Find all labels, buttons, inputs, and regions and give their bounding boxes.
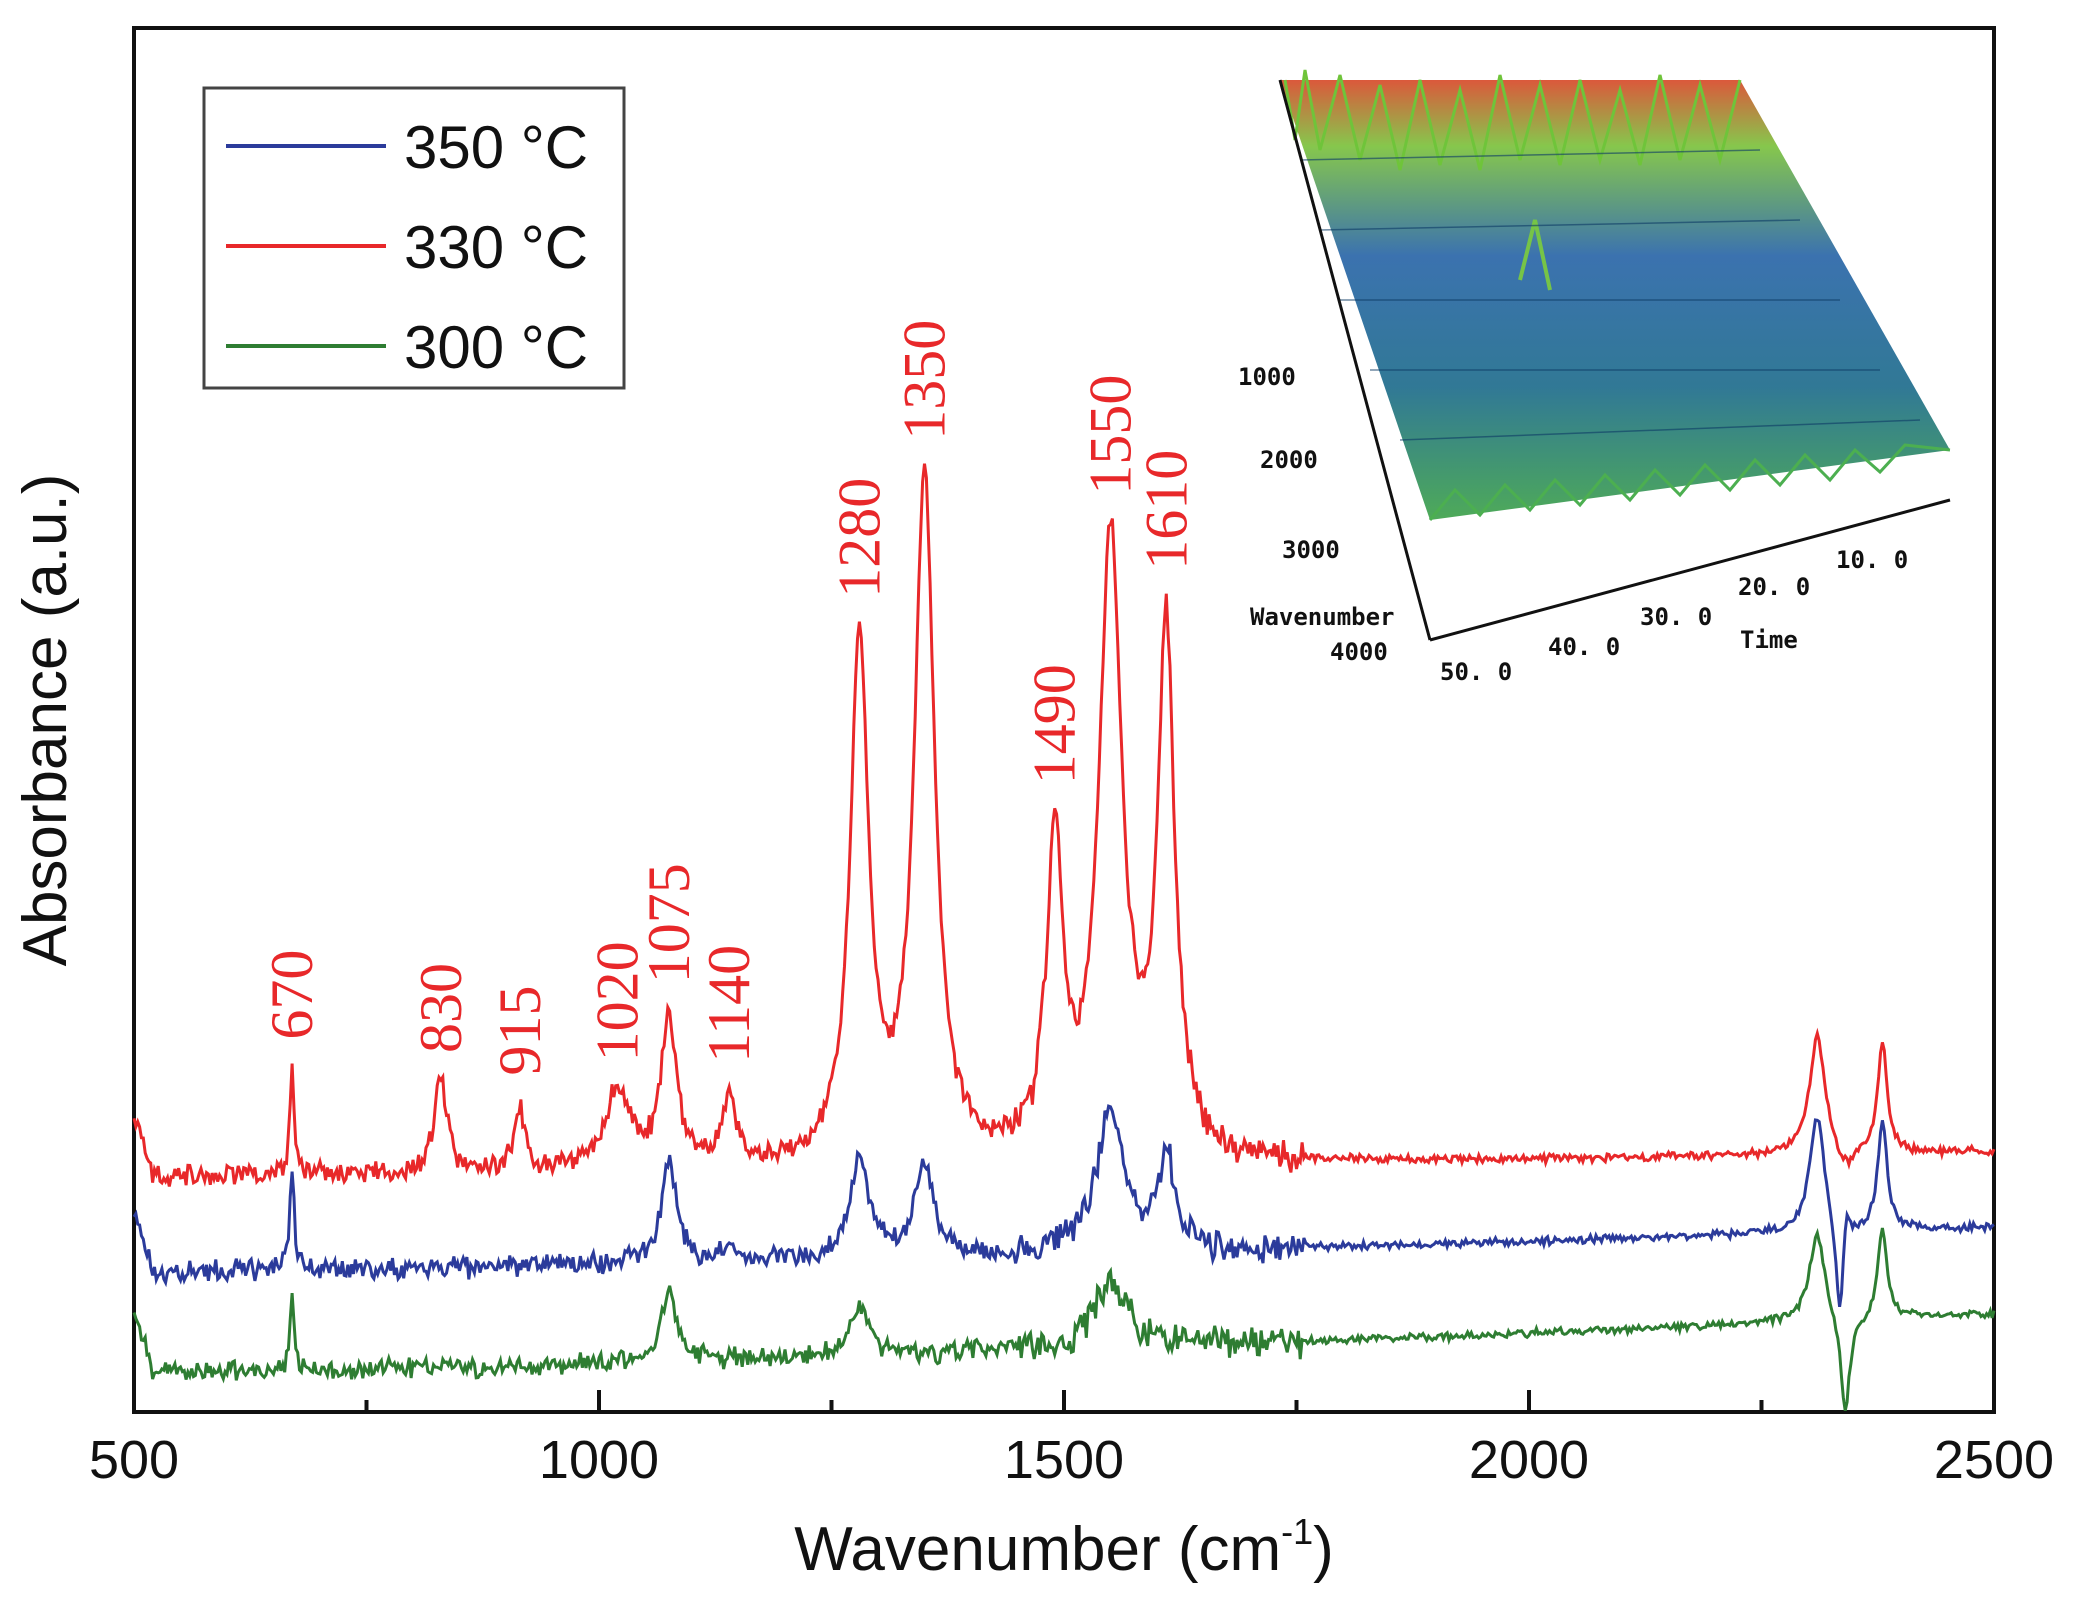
inset-3d-surface-plot: 1000 2000 3000 4000 Wavenumber 50. 0 40.…	[1238, 69, 1951, 686]
peak-label-670: 670	[259, 950, 325, 1040]
inset-tick-time-50: 50. 0	[1440, 658, 1512, 686]
x-axis-title-end: )	[1313, 1515, 1334, 1584]
peak-label-1020: 1020	[585, 941, 651, 1061]
x-tick-label: 1000	[539, 1430, 659, 1490]
legend-label-350: 350 °C	[404, 114, 588, 181]
peak-label-1350: 1350	[892, 320, 958, 440]
legend-box	[202, 86, 626, 390]
inset-tick-time-20: 20. 0	[1738, 573, 1810, 601]
inset-tick-time-10: 10. 0	[1836, 546, 1908, 574]
inset-axis-wavenumber	[1278, 79, 1432, 641]
x-axis-ticks	[132, 1390, 1996, 1412]
x-axis-title: Wavenumber (cm-1)	[794, 1511, 1334, 1584]
inset-surface-grid	[1299, 149, 1921, 441]
x-tick-label: 1500	[1004, 1430, 1124, 1490]
x-tick-label: 2000	[1469, 1430, 1589, 1490]
peak-label-1075: 1075	[636, 863, 702, 983]
series-line-350	[132, 1104, 1995, 1308]
inset-tick-time-30: 30. 0	[1640, 603, 1712, 631]
x-tick-label: 2500	[1934, 1430, 2054, 1490]
x-axis-title-sup: -1	[1281, 1511, 1313, 1552]
peak-label-1490: 1490	[1022, 664, 1088, 784]
inset-tick-wavenumber-2000: 2000	[1260, 446, 1318, 474]
inset-axis-label-wavenumber: Wavenumber	[1250, 603, 1395, 631]
peak-labels: 670 830 915 1020 1075 1140 1280 1350 149…	[259, 320, 1199, 1076]
series-line-330	[132, 463, 1996, 1187]
peak-label-1280: 1280	[826, 478, 892, 598]
x-axis-title-main: Wavenumber (cm	[794, 1515, 1281, 1584]
inset-tick-wavenumber-3000: 3000	[1282, 536, 1340, 564]
inset-surface-spikes	[1283, 69, 1742, 171]
peak-label-1550: 1550	[1078, 375, 1144, 495]
inset-axis-label-time: Time	[1740, 626, 1798, 654]
peak-label-1610: 1610	[1133, 450, 1199, 570]
peak-label-830: 830	[408, 963, 474, 1053]
inset-surface-waves	[1428, 443, 1951, 521]
x-tick-label: 500	[89, 1430, 179, 1490]
peak-label-915: 915	[487, 986, 553, 1076]
inset-tick-time-40: 40. 0	[1548, 633, 1620, 661]
inset-tick-wavenumber-4000: 4000	[1330, 638, 1388, 666]
legend: 350 °C 330 °C 300 °C	[202, 86, 626, 390]
legend-label-300: 300 °C	[404, 314, 588, 381]
series-line-300	[132, 1227, 1996, 1412]
legend-label-330: 330 °C	[404, 214, 588, 281]
inset-surface-ridge	[1518, 219, 1552, 291]
inset-tick-wavenumber-1000: 1000	[1238, 363, 1296, 391]
series-group	[132, 463, 1996, 1412]
inset-axis-time	[1429, 498, 1951, 642]
y-axis-title: Absorbance (a.u.)	[11, 474, 80, 967]
peak-label-1140: 1140	[696, 945, 762, 1063]
